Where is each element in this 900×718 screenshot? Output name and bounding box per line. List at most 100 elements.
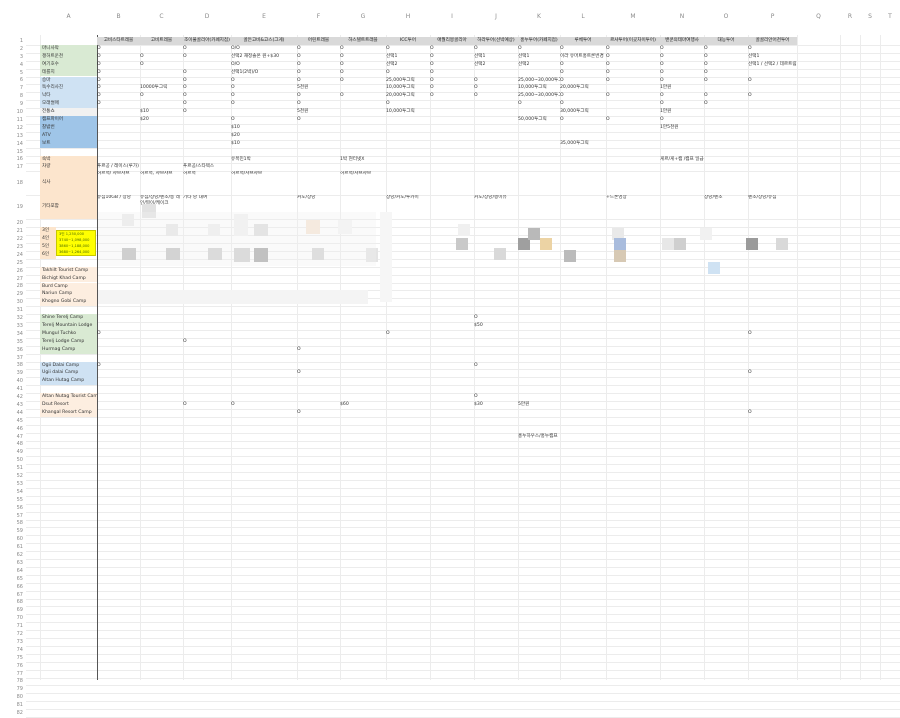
camp-cell[interactable]: O	[748, 330, 752, 336]
data-cell[interactable]: O	[430, 53, 434, 59]
column-header-l[interactable]: L	[581, 13, 585, 20]
row-header[interactable]: 1	[19, 37, 23, 44]
camp-cell[interactable]: O	[748, 409, 752, 415]
data-cell[interactable]: O	[606, 61, 610, 67]
camp-cell[interactable]: O	[474, 315, 478, 321]
row-header[interactable]: 8	[19, 93, 23, 100]
row-header[interactable]: 71	[16, 623, 23, 630]
company-header[interactable]: 르샤투어(이곳차이투어)	[606, 37, 660, 45]
column-header-m[interactable]: M	[630, 13, 636, 20]
column-header-i[interactable]: I	[451, 13, 453, 20]
row-header[interactable]: 36	[16, 346, 23, 353]
data-cell[interactable]: O	[660, 93, 664, 99]
data-cell[interactable]: O	[606, 69, 610, 75]
row-label[interactable]: 기타포함	[40, 195, 97, 220]
data-cell[interactable]: O	[297, 61, 301, 67]
row-header[interactable]: 17	[16, 164, 23, 171]
column-header-k[interactable]: K	[537, 13, 541, 20]
data-cell[interactable]: O	[297, 53, 301, 59]
price-row-label[interactable]: 3인	[40, 227, 56, 236]
data-cell[interactable]: 선택2 재정솔온 원+$30	[231, 53, 280, 59]
data-cell[interactable]: O	[297, 117, 301, 122]
camp-name[interactable]: Dsut Resort	[40, 401, 97, 409]
row-header[interactable]: 23	[16, 243, 23, 250]
data-cell[interactable]: O/O	[231, 61, 240, 67]
data-cell[interactable]: 10000투그릭	[140, 85, 168, 91]
data-cell[interactable]: O	[231, 101, 235, 107]
camp-cell[interactable]: O	[386, 330, 390, 336]
row-header[interactable]: 47	[16, 433, 23, 440]
data-cell[interactable]: O	[704, 61, 708, 67]
camp-name[interactable]: Nariun Camp	[40, 290, 97, 299]
camp-cell[interactable]: $60	[340, 402, 349, 407]
camp-name[interactable]: Hurmag Camp	[40, 345, 97, 354]
company-header[interactable]: 어린트래블	[297, 37, 340, 45]
data-cell[interactable]: O	[606, 53, 610, 59]
column-header-b[interactable]: B	[116, 13, 121, 20]
data-cell[interactable]: O	[183, 53, 187, 59]
data-cell[interactable]: O	[340, 45, 344, 51]
camp-name[interactable]: Altan Nutag Tourist Camp	[40, 393, 97, 401]
data-cell[interactable]: O	[660, 45, 664, 51]
column-header-j[interactable]: J	[495, 13, 497, 20]
company-header[interactable]: 골골리안어천투어	[748, 37, 797, 45]
column-header-r[interactable]: R	[847, 13, 853, 20]
data-cell[interactable]: 50,000투그릭	[518, 117, 547, 122]
row-header[interactable]: 59	[16, 528, 23, 535]
data-cell[interactable]: 허르헉/ 샤브샤브	[97, 171, 130, 177]
data-cell[interactable]: 푸르공/스타렉스	[183, 164, 215, 170]
data-cell[interactable]: 기타 낭 대여	[183, 195, 208, 201]
data-cell[interactable]: O	[430, 61, 434, 67]
data-cell[interactable]: 선택2	[386, 61, 398, 67]
data-cell[interactable]: O	[183, 77, 187, 83]
row-header[interactable]: 46	[16, 425, 23, 432]
row-header[interactable]: 54	[16, 488, 23, 495]
row-label[interactable]: 여기호수	[40, 60, 97, 69]
price-row-label[interactable]: 6인	[40, 250, 56, 259]
data-cell[interactable]: 허르헉/샤브샤브	[231, 171, 263, 177]
camp-name[interactable]: Mungul Tuchko	[40, 329, 97, 338]
data-cell[interactable]: O	[430, 69, 434, 75]
company-header[interactable]: 하라투어(선박예상)	[474, 37, 518, 45]
row-header[interactable]: 55	[16, 496, 23, 503]
data-cell[interactable]: O	[704, 93, 708, 99]
data-cell[interactable]: O	[474, 85, 478, 91]
row-header[interactable]: 24	[16, 251, 23, 258]
row-label[interactable]	[40, 148, 97, 156]
row-header[interactable]: 16	[16, 156, 23, 163]
data-cell[interactable]: O	[340, 61, 344, 67]
row-header[interactable]: 14	[16, 140, 23, 147]
column-header-g[interactable]: G	[360, 13, 366, 20]
data-cell[interactable]: O	[386, 69, 390, 75]
row-header[interactable]: 31	[16, 307, 23, 314]
camp-cell[interactable]: O	[183, 338, 187, 344]
camp-cell[interactable]: O	[97, 330, 101, 336]
column-header-p[interactable]: P	[770, 13, 775, 20]
row-header[interactable]: 12	[16, 124, 23, 131]
row-header[interactable]: 49	[16, 449, 23, 456]
data-cell[interactable]: O	[606, 77, 610, 83]
data-cell[interactable]: O	[340, 77, 344, 83]
data-cell[interactable]: 25,000~30,000투그O	[518, 93, 560, 99]
camp-name[interactable]: Terelj Mountain Lodge	[40, 322, 97, 330]
data-cell[interactable]: O	[340, 93, 344, 99]
data-cell[interactable]: O	[606, 117, 610, 122]
row-header[interactable]: 37	[16, 354, 23, 361]
company-header[interactable]: 대능투어	[704, 37, 748, 45]
company-header[interactable]: 하스텔트트래블	[340, 37, 386, 45]
data-cell[interactable]: O	[606, 93, 610, 99]
data-cell[interactable]: O	[704, 69, 708, 75]
camp-name[interactable]: Khangal Resort Camp	[40, 408, 97, 417]
data-cell[interactable]: 1만원	[660, 109, 672, 115]
camp-name[interactable]: Ugii dalai Camp	[40, 369, 97, 378]
data-cell[interactable]: O	[704, 101, 708, 107]
data-cell[interactable]: O	[606, 45, 610, 51]
row-header[interactable]: 39	[16, 370, 23, 377]
camp-name[interactable]: Burd Camp	[40, 282, 97, 291]
data-cell[interactable]: O	[704, 77, 708, 83]
camp-cell[interactable]: O	[474, 362, 478, 368]
data-cell[interactable]: O	[340, 53, 344, 59]
data-cell[interactable]: O	[560, 93, 564, 99]
camp-cell[interactable]: O	[297, 370, 301, 376]
data-cell[interactable]: 25,000투그릭	[386, 77, 415, 83]
